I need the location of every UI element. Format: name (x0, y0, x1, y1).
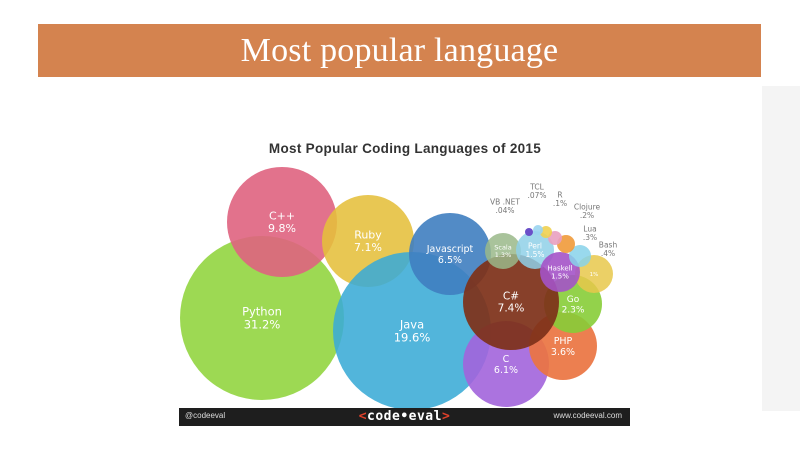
value-label-php: 3.6% (551, 347, 575, 358)
label-c: C# (503, 291, 519, 303)
label-tcl: TCL (529, 182, 544, 191)
value-label-python: 31.2% (244, 318, 281, 332)
bubble-vb-net (525, 228, 533, 236)
value-label-tcl: .07% (527, 191, 546, 200)
value-label-lua: .3% (583, 233, 597, 242)
label-c: C++ (269, 210, 295, 223)
bubble-r (540, 226, 552, 238)
label-ruby: Ruby (354, 229, 382, 242)
value-label-perl: 1.5% (525, 250, 544, 259)
label-go: Go (567, 295, 580, 305)
bubble-c (227, 167, 337, 277)
footer-handle: @codeeval (185, 411, 226, 420)
value-label-r: .1% (553, 199, 567, 208)
label-javascript: Javascript (426, 244, 474, 255)
value-label-haskell: 1.5% (551, 272, 569, 280)
bubble-bash (569, 245, 591, 267)
label-python: Python (242, 304, 282, 318)
side-panel (762, 86, 800, 411)
value-label-bash: .4% (601, 249, 615, 258)
label-perl: Perl (528, 241, 542, 250)
label-scala: Scala (494, 244, 511, 252)
footer-url: www.codeeval.com (553, 411, 622, 420)
label-bash: Bash (599, 240, 618, 249)
label-lua: Lua (583, 224, 596, 233)
bubble-clojure (548, 231, 562, 245)
value-label-javascript: 6.5% (438, 255, 462, 266)
bubble-haskell (540, 252, 580, 292)
bubble-scala (485, 233, 521, 269)
value-label-java: 19.6% (394, 331, 431, 345)
label-haskell: Haskell (547, 264, 572, 272)
title-banner: Most popular language (38, 24, 761, 77)
label-clojure: Clojure (574, 202, 601, 211)
bubble-javascript (409, 213, 491, 295)
value-label-go: 2.3% (562, 305, 585, 315)
value-label-scala: 1.3% (495, 251, 512, 259)
bubble-c (463, 254, 559, 350)
bubble-python (180, 236, 344, 400)
value-label-clojure: .2% (580, 211, 594, 220)
value-label-c: 7.4% (498, 303, 525, 315)
label-vb-net: VB .NET (490, 197, 520, 206)
label-java: Java (399, 317, 424, 331)
chart-footer: @codeeval <code•eval> www.codeeval.com (179, 408, 630, 426)
value-label-ruby: 7.1% (354, 241, 382, 254)
codeeval-logo: <code•eval> (358, 409, 451, 424)
value-label-c: 9.8% (268, 222, 296, 235)
label-r: R (557, 190, 562, 199)
slide-title: Most popular language (240, 31, 559, 69)
value-label-c: 6.1% (494, 365, 518, 376)
bubble-tcl (533, 225, 543, 235)
value-label-objective-c: 1% (590, 272, 599, 278)
chart-title: Most Popular Coding Languages of 2015 (268, 141, 542, 156)
label-php: PHP (554, 336, 573, 347)
label-c: C (503, 354, 510, 365)
value-label-vb-net: .04% (495, 206, 514, 215)
